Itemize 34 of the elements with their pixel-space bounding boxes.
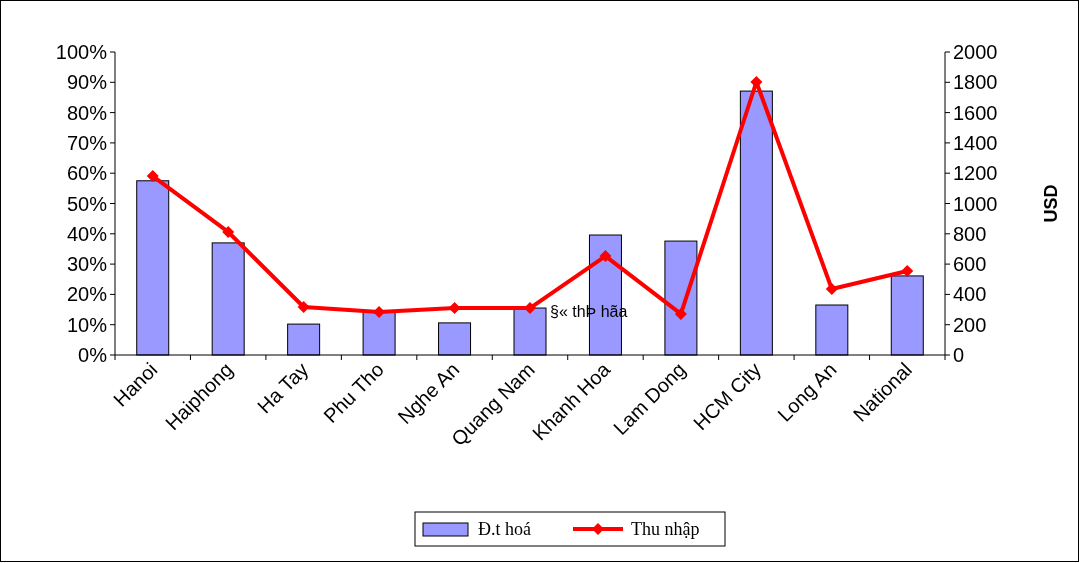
- y-tick-label: 70%: [66, 131, 108, 154]
- y2-tick-label: 1000: [953, 192, 998, 215]
- y2-tick-label: 400: [953, 283, 987, 306]
- point: [901, 265, 914, 278]
- y-tick-label: 10%: [66, 313, 108, 336]
- legend-label: Thu nhập: [631, 519, 700, 540]
- y2-tick-label: 600: [953, 253, 987, 276]
- y-tick-label: 30%: [66, 253, 108, 276]
- y2-tick-label: 0: [953, 344, 965, 366]
- point: [674, 307, 687, 320]
- y-tick-label: 60%: [66, 162, 108, 185]
- y-tick-label: 90%: [66, 71, 108, 94]
- y2-tick-label: 1400: [953, 131, 998, 154]
- y-tick-label: 50%: [66, 192, 108, 215]
- y-tick-label: 0%: [78, 344, 108, 366]
- point: [599, 250, 612, 263]
- y2-tick-label: 1800: [953, 71, 998, 94]
- point: [825, 282, 838, 295]
- y2-tick-label: 1200: [953, 162, 998, 185]
- legend-label: Đ.t hoá: [478, 519, 531, 540]
- y2-axis-title: USD: [1041, 184, 1061, 223]
- y-tick-label: 20%: [66, 283, 108, 306]
- y-tick-label: 80%: [66, 101, 108, 124]
- point: [222, 225, 235, 238]
- point: [297, 300, 310, 313]
- y2-tick-label: 2000: [953, 41, 998, 63]
- y2-tick-label: 200: [953, 313, 987, 336]
- y2-tick-label: 800: [953, 222, 987, 245]
- x-tick-label: Phu Tho: [319, 358, 388, 428]
- point: [146, 170, 159, 183]
- x-tick-label: Ha Tay: [253, 358, 313, 418]
- y-tick-label: 40%: [66, 222, 108, 245]
- y-tick-label: 100%: [55, 41, 108, 63]
- y2-tick-label: 1600: [953, 101, 998, 124]
